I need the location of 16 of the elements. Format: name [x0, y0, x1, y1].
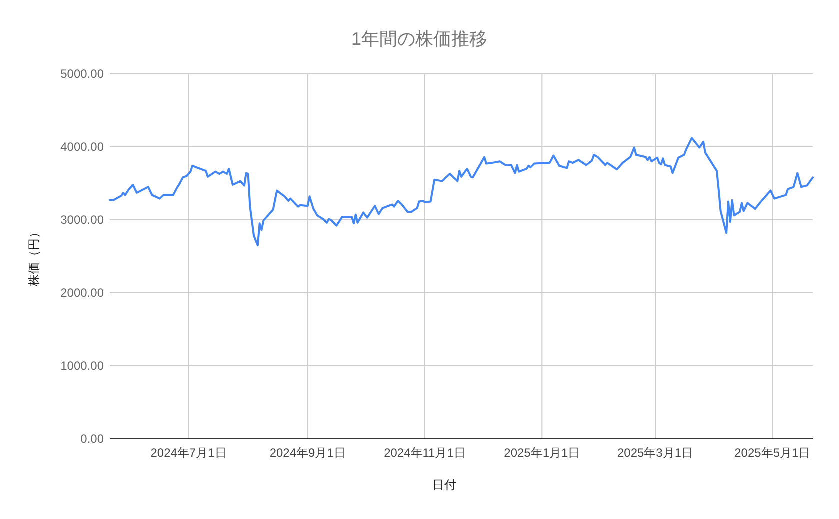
line-series	[109, 137, 814, 247]
x-tick-label: 2024年9月1日	[270, 446, 346, 460]
x-tick-label: 2024年11月1日	[384, 446, 466, 460]
y-tick-label: 5000.00	[60, 67, 104, 82]
chart-title: 1年間の株価推移	[351, 29, 488, 49]
y-tick-label: 1000.00	[60, 359, 104, 374]
y-axis-title: 株価（円）	[27, 226, 41, 288]
x-tick-label: 2024年7月1日	[150, 446, 227, 460]
y-tick-label: 0.00	[80, 432, 104, 446]
x-axis-title: 日付	[432, 478, 456, 492]
x-tick-label: 2025年1月1日	[504, 446, 580, 460]
y-tick-label: 4000.00	[60, 140, 104, 154]
y-tick-label: 3000.00	[60, 213, 104, 228]
x-tick-label: 2025年3月1日	[617, 446, 694, 460]
y-tick-label: 2000.00	[60, 286, 104, 300]
x-tick-label: 2025年5月1日	[734, 446, 811, 460]
